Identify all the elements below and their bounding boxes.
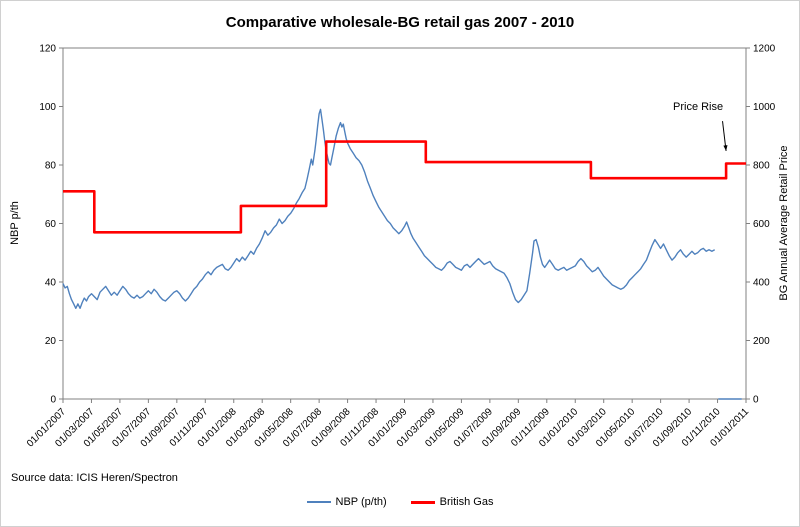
british-gas-series-line <box>63 140 746 234</box>
legend-label-british-gas: British Gas <box>439 496 494 508</box>
nbp-series-line <box>62 108 716 309</box>
y-right-tick-label: 1000 <box>753 102 776 113</box>
source-note: Source data: ICIS Heren/Spectron <box>11 472 178 484</box>
price-rise-arrowhead <box>723 145 728 151</box>
y-left-tick-label: 40 <box>45 278 57 289</box>
y-left-tick-label: 0 <box>50 395 56 406</box>
british-gas-line-swatch <box>410 500 435 504</box>
legend-item-british-gas: British Gas <box>410 496 494 508</box>
y-left-tick-label: 120 <box>39 44 56 55</box>
price-rise-annotation: Price Rise <box>673 101 724 113</box>
y-right-tick-label: 600 <box>753 219 770 230</box>
y-left-tick-label: 80 <box>45 161 57 172</box>
plot-border <box>62 47 747 400</box>
y-right-axis-title: BG Annual Average Retail Price <box>778 145 790 300</box>
legend: NBP (p/th) British Gas <box>1 496 799 508</box>
legend-item-nbp: NBP (p/th) <box>306 496 387 508</box>
chart-title: Comparative wholesale-BG retail gas 2007… <box>225 14 575 31</box>
y-left-tick-label: 60 <box>45 219 57 230</box>
y-left-tick-label: 20 <box>45 336 57 347</box>
y-right-tick-label: 400 <box>753 278 770 289</box>
y-right-tick-label: 800 <box>753 161 770 172</box>
y-left-axis-title: NBP p/th <box>9 201 21 245</box>
y-right-tick-label: 1200 <box>753 44 776 55</box>
y-right-tick-label: 0 <box>753 395 759 406</box>
y-right-tick-label: 200 <box>753 336 770 347</box>
legend-label-nbp: NBP (p/th) <box>335 496 387 508</box>
y-left-tick-label: 100 <box>39 102 56 113</box>
nbp-line-swatch <box>306 501 331 503</box>
